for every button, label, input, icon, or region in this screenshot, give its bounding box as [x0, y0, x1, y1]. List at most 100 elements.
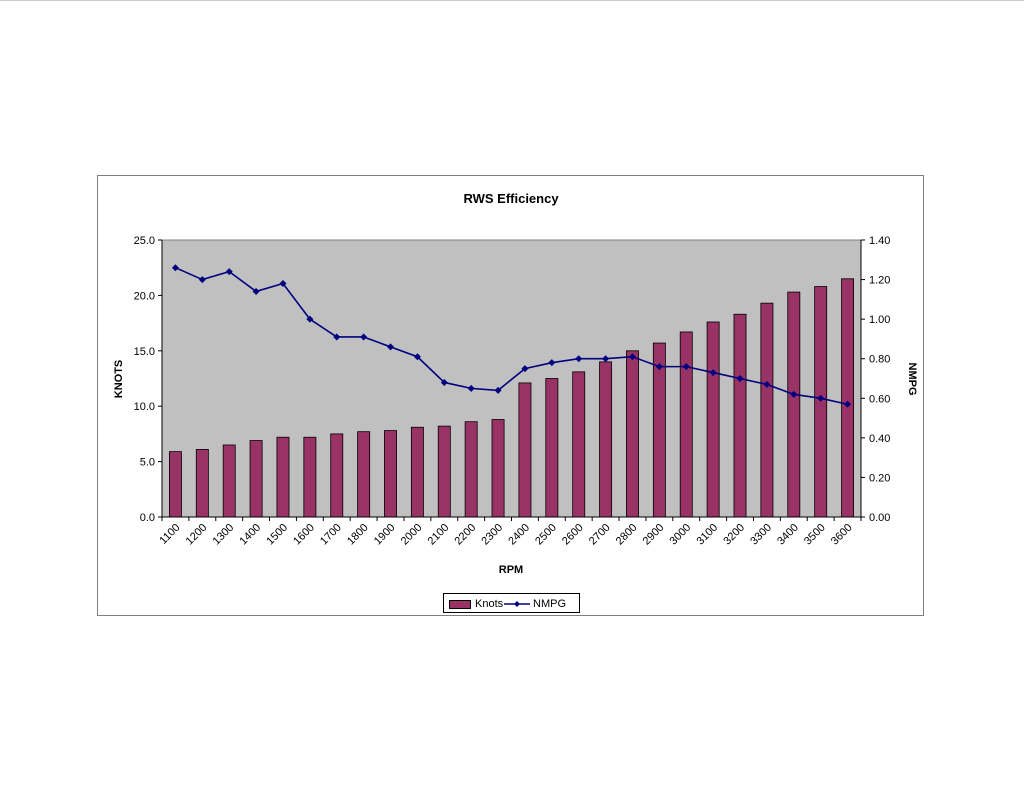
nmpg-point: [440, 378, 448, 386]
left-tick-label: 0.0: [140, 512, 155, 524]
knots-bar: [733, 313, 747, 518]
x-tick-label: 2800: [614, 522, 640, 548]
knots-bar: [760, 302, 774, 518]
knots-bar: [464, 421, 478, 518]
knots-bar: [518, 382, 532, 518]
knots-bar: [195, 449, 209, 518]
nmpg-polyline: [175, 266, 848, 406]
knots-bar: [599, 361, 613, 518]
x-tick-label: 2100: [426, 522, 452, 548]
knots-bar: [249, 440, 263, 518]
nmpg-point: [494, 386, 502, 394]
page-top-rule: [0, 0, 1024, 1]
x-tick-label: 1400: [237, 522, 263, 548]
knots-bar: [491, 419, 505, 518]
nmpg-point: [575, 355, 583, 363]
x-tick-label: 1800: [345, 522, 371, 548]
nmpg-point: [171, 264, 179, 272]
knots-bar: [626, 350, 639, 518]
nmpg-line: [171, 264, 852, 408]
nmpg-point: [682, 363, 690, 371]
nmpg-point: [333, 333, 341, 341]
x-tick-label: 2000: [399, 522, 425, 548]
left-axis-ticks: 0.0 5.0 10.0 15.0 20.0 25.0: [134, 235, 162, 524]
knots-bar: [384, 430, 397, 518]
x-tick-label: 2300: [479, 522, 505, 548]
nmpg-point: [736, 375, 744, 382]
knots-bars: [168, 278, 855, 518]
knots-bar: [706, 321, 720, 518]
nmpg-point: [225, 268, 233, 276]
nmpg-point: [198, 276, 206, 284]
nmpg-point: [306, 315, 314, 323]
nmpg-point: [521, 365, 529, 373]
right-tick-label: 0.80: [869, 354, 890, 366]
x-tick-label: 3100: [694, 522, 720, 548]
nmpg-point: [467, 384, 475, 392]
nmpg-point: [655, 363, 663, 371]
right-tick-label: 0.20: [869, 472, 890, 484]
x-tick-label: 1200: [184, 522, 210, 548]
x-tick-label: 3600: [829, 522, 855, 548]
right-tick-label: 1.20: [869, 275, 890, 287]
x-tick-label: 1900: [372, 522, 398, 548]
legend-item-nmpg: NMPG: [504, 597, 566, 611]
knots-bar: [357, 431, 371, 518]
x-tick-label: 2700: [587, 522, 613, 548]
x-tick-label: 3400: [775, 522, 801, 548]
nmpg-point: [790, 390, 798, 398]
knots-bar: [410, 426, 424, 518]
legend-bar-swatch: [449, 599, 471, 609]
left-tick-label: 25.0: [134, 235, 155, 247]
knots-bar: [222, 444, 236, 518]
knots-bar: [168, 451, 182, 518]
knots-bar: [437, 425, 451, 518]
knots-bar: [276, 436, 290, 518]
x-tick-label: 2400: [506, 522, 532, 548]
x-tick-label: 3300: [748, 522, 774, 548]
nmpg-point: [628, 353, 636, 361]
knots-bar: [303, 436, 317, 518]
nmpg-point: [252, 287, 260, 295]
nmpg-point: [763, 380, 771, 388]
x-tick-label: 1300: [211, 522, 237, 548]
x-tick-label: 1700: [318, 522, 344, 548]
nmpg-point: [709, 369, 717, 377]
x-tick-label: 1500: [264, 522, 290, 548]
left-tick-label: 10.0: [134, 401, 155, 413]
x-axis-title: RPM: [499, 564, 523, 576]
right-tick-label: 0.60: [869, 393, 890, 405]
knots-bar: [330, 433, 344, 518]
right-axis-ticks: 0.00 0.20 0.40 0.60 0.80 1.00 1.20 1.40: [861, 235, 890, 524]
legend-line-swatch: [504, 601, 530, 607]
legend-label-knots: Knots: [475, 598, 504, 610]
nmpg-point: [279, 280, 287, 288]
y2-axis-title: NMPG: [906, 363, 918, 396]
knots-bar: [841, 278, 855, 518]
right-tick-label: 1.00: [869, 314, 890, 326]
x-tick-label: 3500: [802, 522, 828, 548]
knots-bar: [545, 378, 559, 518]
nmpg-point: [844, 400, 852, 408]
x-tick-label: 3000: [668, 522, 694, 548]
nmpg-point: [413, 353, 421, 361]
chart-title: RWS Efficiency: [463, 191, 559, 206]
legend-item-knots: Knots: [449, 597, 503, 611]
right-tick-label: 0.00: [869, 512, 890, 524]
x-tick-label: 2200: [452, 522, 478, 548]
y-axis-title: KNOTS: [113, 360, 125, 399]
legend: Knots NMPG: [443, 593, 580, 613]
x-tick-label: 2900: [641, 522, 667, 548]
legend-label-nmpg: NMPG: [533, 598, 566, 610]
knots-bar: [787, 291, 801, 518]
nmpg-point: [387, 343, 395, 351]
knots-bar: [572, 371, 586, 518]
x-tick-label: 1100: [157, 522, 182, 547]
x-tick-label: 1600: [291, 522, 317, 548]
nmpg-point: [548, 359, 556, 367]
nmpg-point: [360, 333, 368, 341]
x-tick-label: 3200: [721, 522, 747, 548]
left-tick-label: 15.0: [134, 346, 155, 358]
knots-bar: [679, 331, 693, 518]
